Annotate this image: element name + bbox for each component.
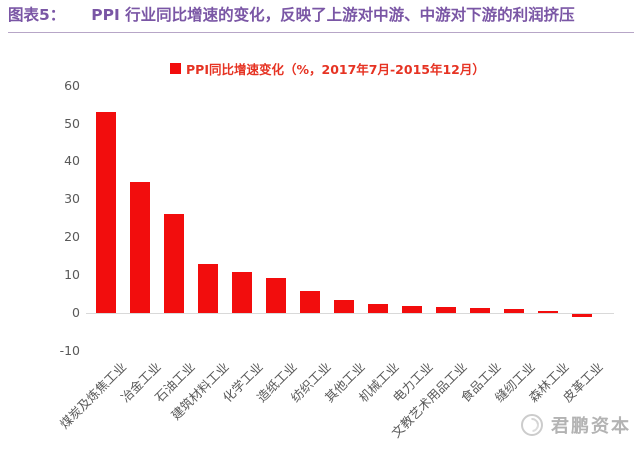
bar	[367, 303, 388, 313]
bar	[265, 278, 286, 313]
y-tick-label: 50	[64, 115, 80, 131]
y-tick-label: 40	[64, 153, 80, 169]
y-tick-label: 0	[72, 305, 80, 320]
bar	[231, 272, 252, 313]
figure-label: 图表5：	[8, 6, 66, 24]
watermark: 君鹏资本	[521, 412, 631, 438]
y-tick-label: 10	[64, 267, 80, 283]
y-tick-label: -10	[59, 342, 80, 358]
figure-title-text: PPI 行业同比增速的变化，反映了上游对中游、中游对下游的利润挤压	[91, 6, 575, 24]
watermark-text: 君鹏资本	[551, 416, 631, 437]
bar	[435, 307, 456, 313]
legend-swatch-icon	[170, 63, 181, 74]
bar	[299, 291, 320, 313]
bar	[401, 305, 422, 313]
bar	[333, 300, 354, 313]
bar	[95, 112, 116, 313]
bar	[197, 264, 218, 313]
y-tick-label: 30	[64, 191, 80, 207]
y-tick-label: 60	[64, 77, 80, 93]
chart-legend: PPI同比增速变化（%，2017年7月-2015年12月）	[170, 59, 485, 78]
bar	[571, 314, 592, 318]
bar	[163, 214, 184, 313]
bar	[503, 308, 524, 313]
y-tick-label: 20	[64, 229, 80, 245]
bar	[129, 182, 150, 313]
bar	[537, 310, 558, 313]
legend-label: PPI同比增速变化（%，2017年7月-2015年12月）	[186, 62, 485, 77]
junpeng-logo-icon	[521, 414, 543, 436]
x-axis-line	[86, 313, 614, 314]
figure-title: 图表5： PPI 行业同比增速的变化，反映了上游对中游、中游对下游的利润挤压	[8, 3, 634, 33]
bar	[469, 308, 490, 313]
